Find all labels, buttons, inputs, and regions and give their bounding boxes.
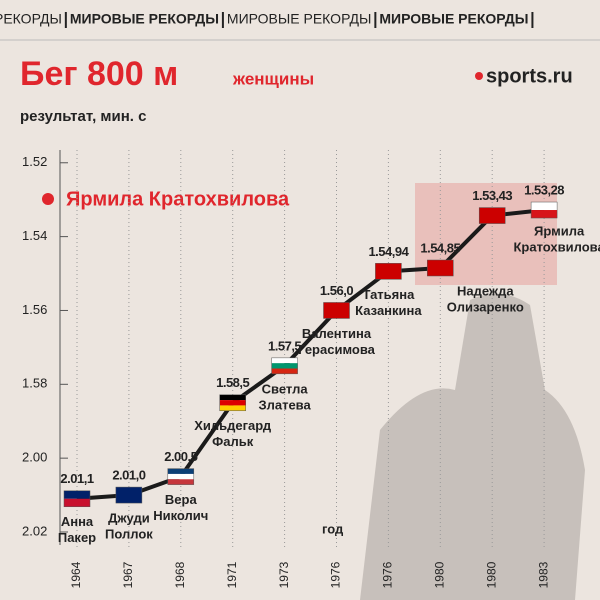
flag-border bbox=[167, 468, 195, 485]
flag-stripe bbox=[271, 363, 298, 369]
x-tick-label: 1964 bbox=[69, 561, 83, 588]
y-tick-label: 1.52 bbox=[22, 154, 47, 169]
flag-border bbox=[323, 302, 350, 319]
flag-stripe bbox=[531, 210, 558, 219]
flag-stripe bbox=[167, 473, 194, 480]
flag-border bbox=[478, 207, 506, 224]
flag-stripe bbox=[219, 405, 246, 411]
record-line bbox=[76, 208, 545, 501]
y-tick-label: 1.56 bbox=[22, 302, 47, 317]
value-label: 2.00,5 bbox=[164, 449, 197, 464]
strip-item: МИРОВЫЕ РЕКОРДЫ bbox=[379, 11, 528, 27]
x-axis-label: год bbox=[322, 521, 344, 536]
value-label: 1.56,0 bbox=[320, 283, 353, 298]
flag-stripe bbox=[531, 202, 558, 211]
value-label: 1.53,43 bbox=[472, 188, 512, 203]
y-axis-label: результат, мин. с bbox=[20, 108, 146, 125]
flag-stripe bbox=[167, 479, 194, 485]
flag bbox=[167, 468, 195, 485]
flag-stripe bbox=[115, 487, 142, 504]
flag-stripe bbox=[271, 368, 298, 374]
athlete-name: Джуди bbox=[108, 511, 150, 526]
x-tick-label: 1983 bbox=[536, 561, 550, 588]
athlete-name: Олизаренко bbox=[447, 299, 524, 314]
x-tick-label: 1980 bbox=[484, 561, 498, 588]
chart-subtitle: женщины bbox=[232, 69, 314, 88]
flag-border bbox=[63, 490, 91, 508]
value-label: 2.01,0 bbox=[112, 468, 145, 483]
athlete-name: Вера bbox=[165, 492, 198, 507]
value-label: 1.54,85 bbox=[420, 240, 460, 255]
x-tick-label: 1973 bbox=[277, 561, 291, 588]
athlete-name: Татьяна bbox=[362, 287, 415, 302]
flag bbox=[219, 394, 246, 412]
athlete-name: Герасимова bbox=[298, 342, 376, 357]
athlete-name: Фальк bbox=[212, 434, 254, 449]
value-label: 1.54,94 bbox=[368, 244, 409, 259]
flag bbox=[427, 259, 454, 277]
flag bbox=[478, 207, 506, 224]
photo-silhouette bbox=[360, 293, 585, 600]
chart-title: Бег 800 м bbox=[20, 55, 178, 93]
flag-border bbox=[530, 201, 558, 219]
flag bbox=[271, 357, 298, 375]
flag bbox=[63, 490, 91, 508]
strip-item: РЕКОРДЫ bbox=[0, 11, 62, 27]
athlete-name: Кратохвилова bbox=[513, 239, 600, 254]
flag-stripe bbox=[64, 490, 90, 499]
athlete-name: Казанкина bbox=[355, 303, 422, 318]
highlight-dot bbox=[42, 193, 54, 205]
x-tick-label: 1980 bbox=[432, 561, 446, 588]
flag-stripe bbox=[375, 263, 402, 280]
athlete-name: Хильдегард bbox=[194, 418, 272, 433]
y-tick-label: 2.02 bbox=[22, 523, 47, 538]
y-tick-label: 1.54 bbox=[22, 228, 47, 243]
athlete-name: Поллок bbox=[105, 527, 153, 542]
flag-stripe bbox=[219, 400, 246, 406]
flag bbox=[115, 486, 143, 504]
strip-item: МИРОВЫЕ РЕКОРДЫ bbox=[227, 11, 371, 27]
x-tick-label: 1971 bbox=[225, 561, 239, 588]
highlight-label: Ярмила Кратохвилова bbox=[66, 188, 290, 210]
flag-stripe bbox=[271, 357, 298, 364]
flag-stripe bbox=[323, 302, 350, 319]
athlete-name: Ярмила bbox=[534, 223, 585, 238]
flag-border bbox=[375, 263, 402, 280]
value-label: 1.58,5 bbox=[216, 375, 249, 390]
athlete-name: Надежда bbox=[457, 283, 514, 298]
y-tick-label: 2.00 bbox=[22, 450, 47, 465]
flag-stripe bbox=[167, 468, 194, 474]
athlete-name: Светла bbox=[262, 381, 309, 396]
value-label: 2.01,1 bbox=[60, 471, 93, 486]
flag-border bbox=[219, 394, 246, 412]
logo: sports.ru bbox=[486, 65, 573, 87]
flag-border bbox=[427, 259, 454, 277]
athlete-name: Златева bbox=[258, 397, 311, 412]
athlete-name: Пакер bbox=[58, 530, 96, 545]
y-tick-label: 1.58 bbox=[22, 376, 47, 391]
flag bbox=[530, 201, 558, 219]
flag bbox=[375, 263, 402, 280]
x-tick-label: 1967 bbox=[121, 561, 135, 588]
x-tick-label: 1976 bbox=[329, 561, 343, 588]
x-tick-label: 1968 bbox=[173, 561, 187, 588]
flag-stripe bbox=[427, 260, 454, 276]
flag-stripe bbox=[64, 498, 90, 507]
athlete-name: Николич bbox=[153, 508, 208, 523]
x-tick-label: 1976 bbox=[381, 561, 395, 588]
value-label: 1.57,5 bbox=[268, 338, 301, 353]
flag-stripe bbox=[219, 394, 246, 401]
value-label: 1.53,28 bbox=[524, 182, 564, 197]
flag-border bbox=[115, 486, 143, 504]
athlete-name: Анна bbox=[61, 514, 94, 529]
logo-dot bbox=[475, 72, 483, 80]
athlete-name: Валентина bbox=[302, 326, 372, 341]
flag bbox=[323, 302, 350, 319]
flag-border bbox=[271, 357, 298, 375]
strip-item: МИРОВЫЕ РЕКОРДЫ bbox=[70, 11, 219, 27]
flag-stripe bbox=[479, 207, 506, 224]
